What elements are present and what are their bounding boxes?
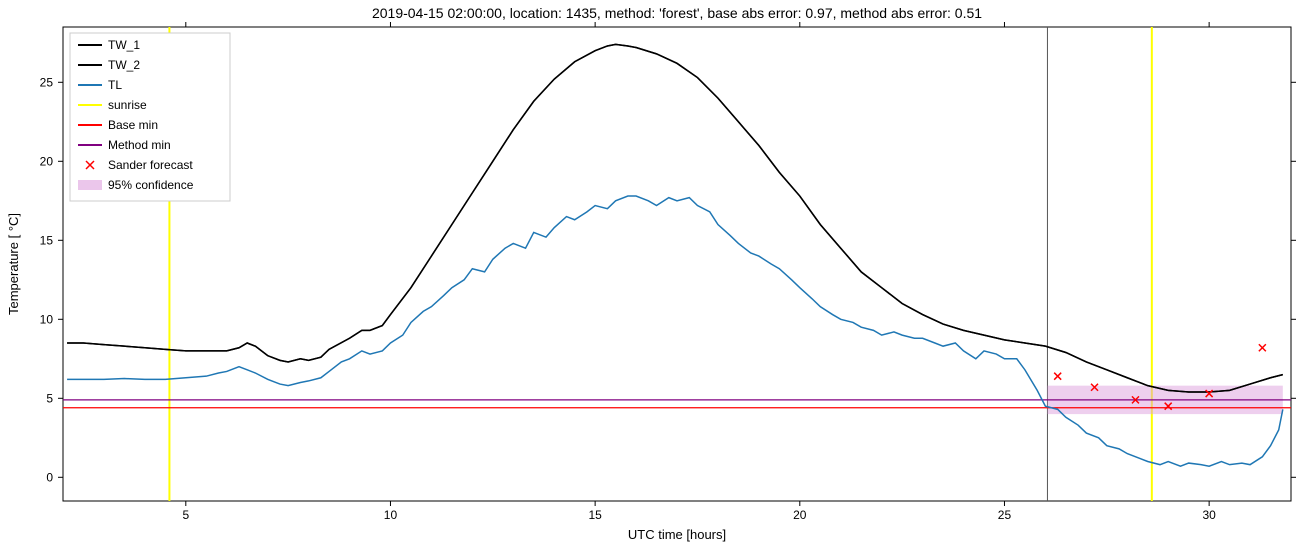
legend-label-3: sunrise <box>108 98 147 112</box>
ytick-label: 0 <box>46 470 53 484</box>
xtick-label: 30 <box>1202 508 1216 522</box>
chart-svg: 5 10 15 20 25 30 0 5 10 15 20 25 UTC time [hours] Tem… <box>0 0 1310 547</box>
legend-label-0: TW_1 <box>108 38 140 52</box>
ytick-label: 25 <box>40 75 54 89</box>
ylabel: Temperature [ °C] <box>6 213 21 315</box>
legend-label-5: Method min <box>108 138 171 152</box>
xtick-label: 25 <box>998 508 1012 522</box>
legend-label-6: Sander forecast <box>108 158 193 172</box>
legend-label-2: TL <box>108 78 122 92</box>
ytick-label: 20 <box>40 154 54 168</box>
xtick-label: 20 <box>793 508 807 522</box>
xtick-label: 5 <box>182 508 189 522</box>
legend-label-4: Base min <box>108 118 158 132</box>
ytick-label: 5 <box>46 391 53 405</box>
xtick-label: 10 <box>384 508 398 522</box>
legend-label-1: TW_2 <box>108 58 140 72</box>
ytick-label: 15 <box>40 233 54 247</box>
xlabel: UTC time [hours] <box>628 527 726 542</box>
chart-title: 2019-04-15 02:00:00, location: 1435, met… <box>372 5 982 21</box>
chart-container: 5 10 15 20 25 30 0 5 10 15 20 25 UTC time [hours] Tem… <box>0 0 1310 547</box>
xtick-label: 15 <box>588 508 602 522</box>
legend-box <box>70 33 230 201</box>
legend-label-7: 95% confidence <box>108 178 194 192</box>
legend-swatch-7 <box>78 180 102 190</box>
ytick-label: 10 <box>40 312 54 326</box>
